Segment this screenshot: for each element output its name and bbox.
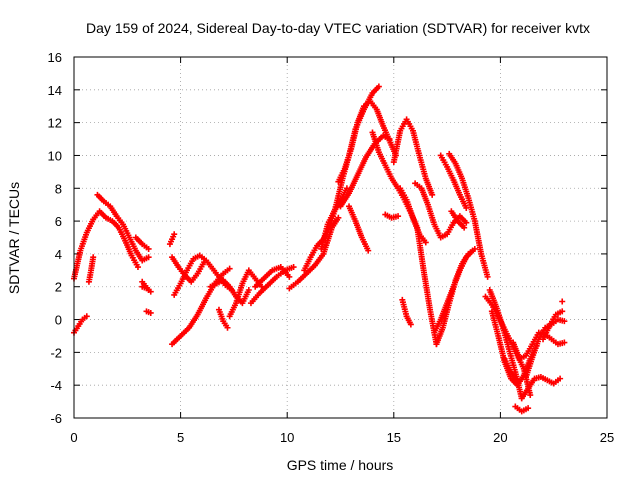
series-track-13 xyxy=(215,306,231,331)
series-track-42 xyxy=(559,298,566,305)
series-track-12 xyxy=(207,277,252,307)
data-point xyxy=(461,224,468,231)
data-point xyxy=(395,213,402,220)
x-tick-label: 5 xyxy=(177,430,184,445)
series-track-43 xyxy=(501,355,521,385)
series-track-2 xyxy=(71,313,90,336)
series-track-38 xyxy=(518,373,564,402)
data-point xyxy=(226,265,233,272)
series-track-24 xyxy=(382,211,402,221)
x-axis-ticks: 0 5 10 15 20 25 xyxy=(70,57,614,445)
data-point xyxy=(171,231,178,238)
series-track-41 xyxy=(540,308,566,343)
data-point xyxy=(559,308,566,315)
y-tick-label: -2 xyxy=(50,345,62,360)
data-point xyxy=(557,375,564,382)
chart-title: Day 159 of 2024, Sidereal Day-to-day VTE… xyxy=(86,20,590,36)
y-tick-label: 0 xyxy=(55,313,62,328)
series-track-25 xyxy=(390,116,436,198)
data-point xyxy=(224,324,231,331)
x-axis-label: GPS time / hours xyxy=(287,457,394,473)
series-track-31 xyxy=(437,152,470,211)
data-point xyxy=(561,318,568,325)
y-tick-label: 8 xyxy=(55,181,62,196)
data-point xyxy=(147,309,154,316)
data-point xyxy=(134,264,141,271)
y-tick-label: 4 xyxy=(55,247,62,262)
plot-frame xyxy=(73,56,608,419)
data-point xyxy=(83,313,90,320)
data-point xyxy=(335,214,342,221)
data-point xyxy=(343,185,350,192)
data-point xyxy=(407,321,414,328)
y-axis-label: SDTVAR / TECUs xyxy=(6,182,22,294)
y-tick-label: 14 xyxy=(48,83,62,98)
data-point xyxy=(147,288,154,295)
series-track-3 xyxy=(85,254,97,285)
data-point xyxy=(145,254,152,261)
x-tick-label: 15 xyxy=(387,430,401,445)
data-point xyxy=(90,254,97,261)
series-track-37 xyxy=(512,403,532,415)
data-point xyxy=(245,287,252,294)
data-point xyxy=(422,239,429,246)
data-point xyxy=(386,136,393,143)
series-track-7 xyxy=(143,308,154,316)
y-tick-label: 12 xyxy=(48,116,62,131)
series-track-32 xyxy=(446,150,491,280)
data-point xyxy=(429,191,436,198)
data-point xyxy=(463,219,470,226)
data-point xyxy=(286,273,293,280)
data-point xyxy=(527,392,534,399)
data-point xyxy=(290,264,297,271)
data-point xyxy=(145,245,152,252)
series-track-1 xyxy=(71,208,141,282)
x-tick-label: 20 xyxy=(493,430,507,445)
y-tick-label: -6 xyxy=(50,411,62,426)
x-tick-label: 10 xyxy=(280,430,294,445)
series-track-5 xyxy=(132,234,152,252)
series-track-9 xyxy=(166,231,178,248)
series-track-27 xyxy=(399,296,414,328)
series-track-18 xyxy=(301,83,382,274)
y-tick-label: -4 xyxy=(50,378,62,393)
data-point xyxy=(559,298,566,305)
series-track-16 xyxy=(252,264,293,290)
series-track-21 xyxy=(337,132,393,210)
x-tick-label: 25 xyxy=(600,430,614,445)
data-point xyxy=(365,247,372,254)
data-point xyxy=(525,405,532,412)
series-track-26 xyxy=(397,185,429,246)
series-track-33 xyxy=(448,208,468,231)
data-points xyxy=(71,83,568,415)
series-track-11 xyxy=(169,265,233,348)
y-tick-label: 10 xyxy=(48,148,62,163)
y-tick-label: 6 xyxy=(55,214,62,229)
y-tick-label: 16 xyxy=(48,50,62,65)
series-track-22 xyxy=(346,203,372,254)
data-point xyxy=(375,83,382,90)
series-track-10 xyxy=(171,252,235,298)
x-tick-label: 0 xyxy=(70,430,77,445)
series-track-30 xyxy=(433,245,478,348)
y-tick-label: 2 xyxy=(55,280,62,295)
data-point xyxy=(561,339,568,346)
series-track-4 xyxy=(94,191,152,264)
data-point xyxy=(514,378,521,385)
series-track-44 xyxy=(139,283,154,295)
data-point xyxy=(471,245,478,252)
data-point xyxy=(484,273,491,280)
